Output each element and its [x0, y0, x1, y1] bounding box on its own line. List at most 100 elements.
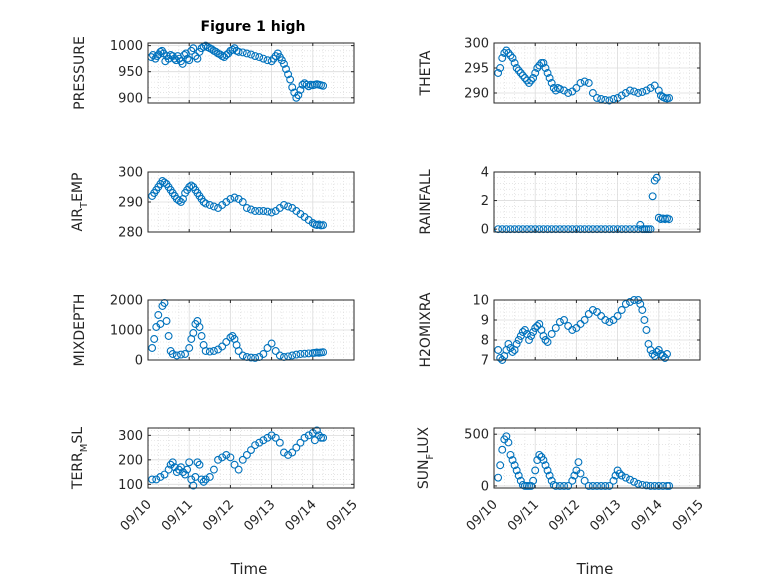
data-point: [609, 95, 618, 103]
data-point: [638, 306, 647, 314]
data-point: [201, 475, 210, 484]
data-point: [502, 225, 511, 234]
data-point: [508, 348, 517, 356]
y-tick-label: 290: [464, 87, 489, 102]
data-point: [280, 448, 288, 457]
data-point: [181, 350, 190, 358]
data-point: [494, 346, 503, 354]
data-point: [514, 66, 523, 75]
data-point: [543, 466, 552, 475]
data-point: [636, 220, 645, 229]
y-axis-label-main: AIR: [70, 208, 86, 232]
data-point: [648, 192, 657, 201]
data-point: [611, 471, 620, 480]
data-point: [181, 470, 190, 479]
data-point: [205, 201, 214, 209]
data-point: [634, 479, 643, 488]
data-point: [516, 69, 525, 77]
data-point: [201, 41, 210, 50]
data-point: [523, 481, 531, 490]
data-point: [663, 481, 671, 490]
data-point: [207, 45, 216, 54]
data-point: [319, 433, 328, 442]
data-point: [539, 225, 548, 234]
series-markers: [494, 432, 674, 490]
data-point: [661, 354, 669, 362]
data-point: [284, 70, 293, 79]
data-point: [555, 318, 564, 326]
data-point: [271, 433, 280, 442]
data-point: [284, 202, 293, 211]
data-point: [646, 225, 655, 234]
data-point: [304, 349, 313, 358]
subplot-pressure: 900 950 1000 PRESSURE Figure 1 high: [72, 19, 355, 110]
data-point: [572, 84, 581, 92]
data-point: [319, 221, 328, 230]
data-point: [584, 79, 593, 87]
data-point: [539, 332, 548, 340]
data-point: [174, 196, 183, 205]
data-point: [275, 438, 284, 447]
y-tick-label: 9: [481, 314, 489, 329]
data-point: [226, 453, 235, 462]
data-point: [506, 450, 515, 459]
data-point: [154, 311, 163, 319]
data-point: [312, 426, 321, 435]
data-point: [541, 336, 550, 344]
data-point: [605, 96, 614, 105]
data-point: [193, 54, 202, 63]
data-point: [555, 481, 564, 490]
data-point: [156, 473, 165, 481]
data-point: [523, 225, 531, 234]
data-point: [609, 225, 618, 234]
data-point: [551, 86, 560, 95]
series-markers: [494, 46, 674, 105]
data-point: [621, 89, 630, 97]
data-point: [195, 460, 204, 469]
data-point: [178, 59, 187, 68]
y-tick-label: 7: [481, 354, 489, 369]
y-axis-label: TERRMSL: [70, 427, 90, 490]
data-point: [494, 69, 503, 77]
data-point: [613, 225, 622, 234]
data-point: [555, 225, 564, 234]
data-point: [605, 481, 614, 490]
data-point: [564, 322, 573, 330]
x-tick-label: 09/13: [587, 497, 624, 534]
data-point: [593, 308, 601, 316]
x-tick-label: 09/12: [546, 497, 583, 534]
y-axis-label-main: RAINFALL: [418, 169, 434, 234]
axes-border: [493, 299, 701, 361]
data-point: [284, 450, 293, 459]
data-point: [319, 348, 328, 357]
y-axis-label-subscript: M: [79, 444, 90, 453]
data-point: [646, 84, 655, 92]
x-tick-label: 09/13: [241, 497, 278, 534]
data-point: [529, 74, 538, 82]
subplot-mixdepth: 0 1000 2000 MIXDEPTH: [72, 294, 355, 369]
data-point: [621, 473, 630, 482]
data-point: [572, 324, 581, 332]
data-point: [201, 199, 210, 208]
x-tick-label: 09/15: [324, 497, 361, 534]
data-point: [177, 350, 185, 359]
y-axis-label-subscript: F: [425, 454, 436, 460]
y-axis-label: RAINFALL: [418, 169, 434, 234]
data-point: [584, 225, 593, 234]
data-point: [529, 328, 538, 336]
data-point: [162, 317, 171, 325]
data-point: [520, 326, 529, 334]
data-point: [516, 476, 525, 485]
data-point: [617, 225, 626, 234]
data-point: [543, 225, 552, 234]
data-point: [512, 466, 521, 475]
y-axis-label-tail: SL: [70, 427, 86, 444]
y-tick-label: 4: [481, 166, 489, 181]
data-point: [541, 64, 550, 72]
data-point: [527, 225, 536, 234]
data-point: [209, 465, 218, 474]
data-point: [183, 465, 192, 474]
subplot-rainfall: 0 2 4 RAINFALL: [418, 166, 701, 238]
data-point: [597, 481, 606, 490]
